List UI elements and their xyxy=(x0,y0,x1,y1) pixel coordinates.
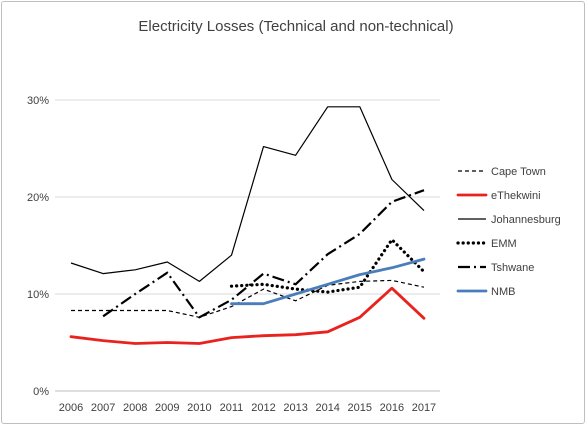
x-tick-label: 2006 xyxy=(59,402,83,414)
series-line-emm xyxy=(229,238,426,294)
legend-label: Johannesburg xyxy=(491,214,561,226)
y-axis-ticks: 0% 10% 20% 30% xyxy=(27,95,49,398)
x-tick-label: 2014 xyxy=(315,402,339,414)
series-line-ethekwini xyxy=(69,286,426,345)
series-line-johannesburg xyxy=(70,106,425,282)
y-tick-label: 20% xyxy=(27,192,49,204)
legend-label: NMB xyxy=(491,286,515,298)
x-tick-label: 2008 xyxy=(123,402,147,414)
gridlines xyxy=(55,99,440,392)
x-axis-ticks: 2006 2007 2008 2009 2010 2011 2012 2013 2014 2015… xyxy=(59,402,436,414)
legend-label: Tshwane xyxy=(491,262,534,274)
y-tick-label: 0% xyxy=(33,386,49,398)
legend: Cape Town eThekwini Johannesburg EMM Tshwane… xyxy=(456,166,561,298)
series-lines xyxy=(69,106,426,345)
x-tick-label: 2016 xyxy=(380,402,404,414)
series-line-cape-town xyxy=(71,279,425,318)
series-line-nmb xyxy=(230,257,426,306)
y-tick-label: 10% xyxy=(27,289,49,301)
legend-label: eThekwini xyxy=(491,190,541,202)
x-tick-label: 2007 xyxy=(91,402,115,414)
legend-label: EMM xyxy=(491,238,517,250)
x-tick-label: 2010 xyxy=(187,402,211,414)
x-tick-label: 2011 xyxy=(220,402,244,414)
series-line-tshwane xyxy=(102,189,425,319)
x-tick-label: 2013 xyxy=(283,402,307,414)
x-tick-label: 2009 xyxy=(155,402,179,414)
legend-label: Cape Town xyxy=(491,166,546,178)
x-tick-label: 2017 xyxy=(412,402,436,414)
x-tick-label: 2015 xyxy=(348,402,372,414)
chart-title: Electricity Losses (Technical and non-te… xyxy=(138,18,453,35)
y-tick-label: 30% xyxy=(27,95,49,107)
x-tick-label: 2012 xyxy=(251,402,275,414)
